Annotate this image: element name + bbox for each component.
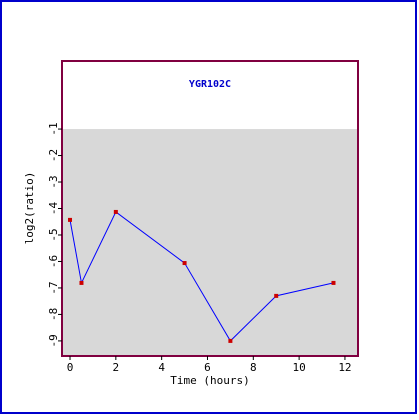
point: [331, 280, 336, 285]
y-tick-label: -8: [47, 308, 60, 321]
point: [113, 209, 118, 214]
y-tick-label: -1: [47, 122, 60, 135]
x-tick-label: 4: [158, 361, 165, 374]
x-axis-label: Time (hours): [170, 374, 249, 387]
point: [274, 293, 279, 298]
x-tick-label: 2: [113, 361, 120, 374]
y-tick-label: -2: [47, 149, 60, 162]
x-tick-label: 12: [338, 361, 351, 374]
y-axis-label: log2(ratio): [23, 172, 36, 245]
x-tick-label: 10: [292, 361, 305, 374]
point: [68, 217, 73, 222]
y-tick-label: -6: [47, 255, 60, 268]
x-tick-label: 0: [67, 361, 74, 374]
y-tick-label: -7: [47, 281, 60, 294]
point: [182, 261, 187, 266]
x-tick-label: 8: [250, 361, 257, 374]
y-tick-label: -9: [47, 334, 60, 347]
x-tick-label: 6: [204, 361, 211, 374]
y-tick-label: -5: [47, 228, 60, 241]
point: [79, 280, 84, 285]
point: [228, 338, 233, 343]
y-tick-label: -4: [47, 202, 60, 216]
y-tick-label: -3: [47, 175, 60, 188]
chart-title: YGR102C: [189, 79, 231, 90]
shaded-region: [62, 129, 358, 356]
